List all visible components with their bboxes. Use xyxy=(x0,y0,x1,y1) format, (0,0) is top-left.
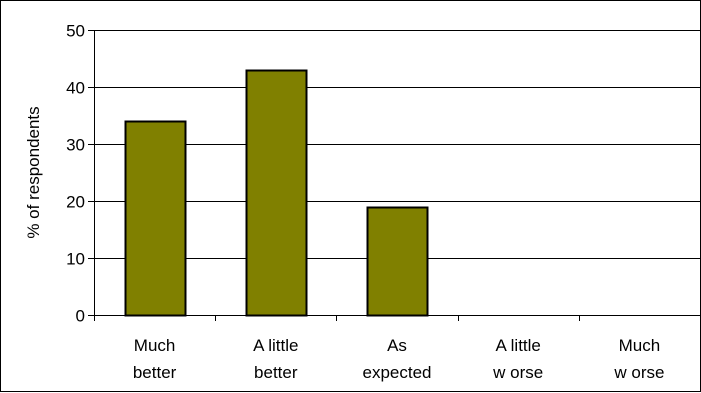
x-category-label: Much better xyxy=(133,336,177,382)
y-tick-label: 30 xyxy=(66,136,85,155)
x-category-label: A little w orse xyxy=(492,336,543,382)
bar xyxy=(366,206,429,317)
y-tick-label: 40 xyxy=(66,79,85,98)
bar xyxy=(245,69,308,317)
axes xyxy=(94,30,700,316)
gridlines xyxy=(94,30,700,259)
bar xyxy=(124,120,187,317)
bars xyxy=(124,69,429,317)
y-tick-label: 0 xyxy=(76,307,85,326)
y-tick-label: 50 xyxy=(66,22,85,41)
y-tick-label: 20 xyxy=(66,193,85,212)
y-axis-title: % of respondents xyxy=(24,106,43,238)
x-category-labels: Much better A little better As expected A litt… xyxy=(94,315,701,382)
x-category-label: Much w orse xyxy=(613,336,664,382)
y-tick-label: 10 xyxy=(66,250,85,269)
y-tick-labels: 0 10 20 30 40 50 xyxy=(66,22,94,326)
x-category-label: As expected xyxy=(363,336,432,382)
x-category-label: A little better xyxy=(253,336,298,382)
